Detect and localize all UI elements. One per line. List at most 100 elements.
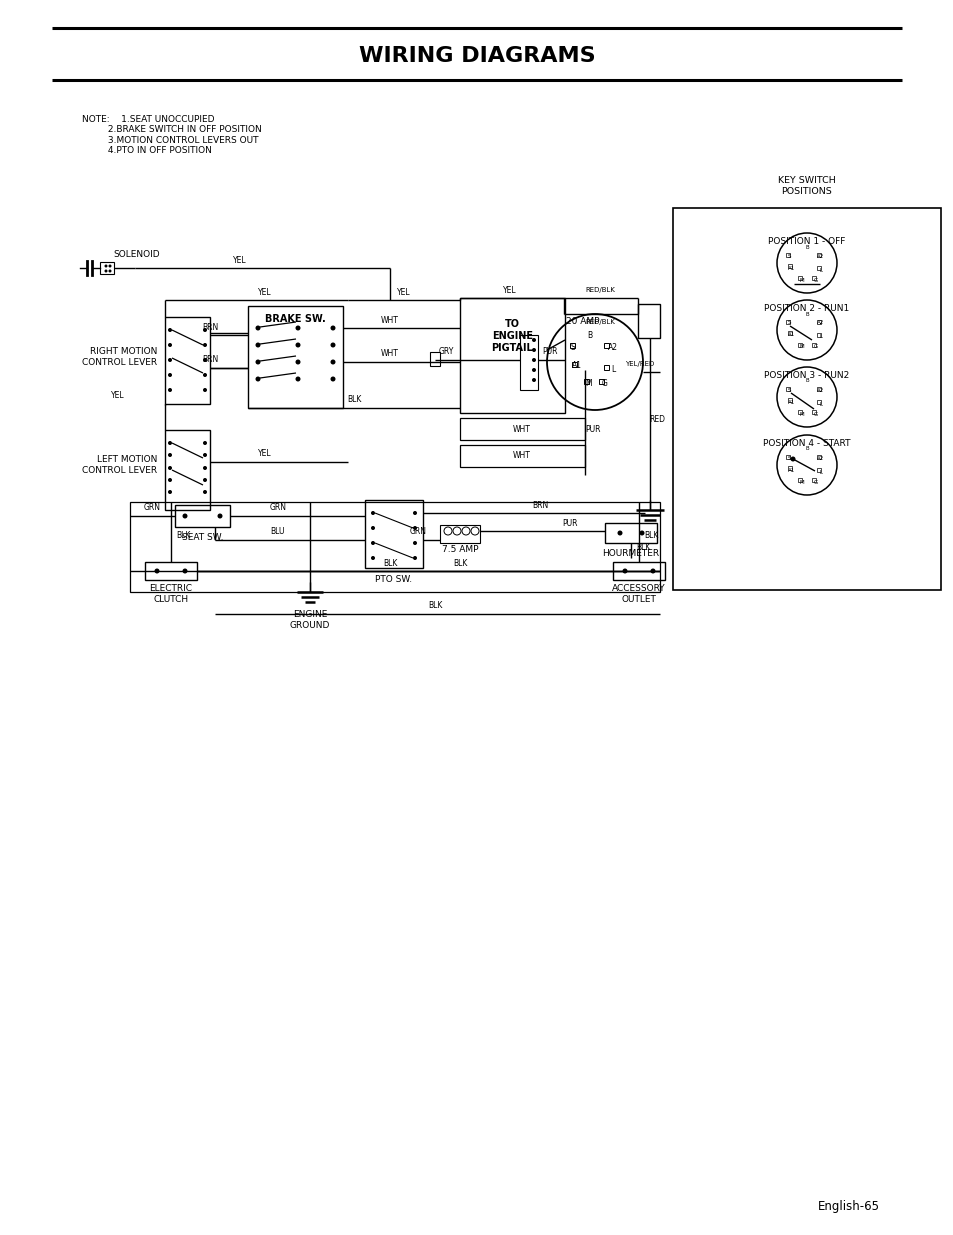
Circle shape (182, 568, 188, 573)
Text: G: G (813, 345, 818, 350)
Bar (816, 468, 821, 472)
Bar (816, 400, 821, 404)
Bar (130, 501, 659, 592)
Text: S: S (786, 456, 790, 461)
Text: S: S (786, 388, 790, 393)
Text: A2: A2 (817, 253, 823, 258)
Bar (174, 505, 230, 527)
Bar (797, 343, 801, 347)
Bar (519, 335, 537, 390)
Text: BLK: BLK (382, 558, 396, 568)
Text: GRN: GRN (143, 504, 160, 513)
Circle shape (203, 358, 207, 362)
Text: L: L (819, 335, 821, 340)
Text: WHT: WHT (380, 315, 398, 325)
Text: A2: A2 (607, 343, 618, 352)
Bar (365, 500, 422, 568)
Bar (613, 562, 664, 580)
Text: G: G (813, 278, 818, 283)
Bar (797, 275, 801, 280)
Bar (785, 320, 789, 324)
Circle shape (413, 511, 416, 515)
Circle shape (203, 441, 207, 445)
Circle shape (168, 343, 172, 347)
Bar (787, 331, 791, 335)
Bar (672, 207, 940, 590)
Text: A1: A1 (787, 332, 795, 337)
Circle shape (413, 556, 416, 559)
Text: English-65: English-65 (817, 1200, 879, 1213)
Circle shape (203, 329, 207, 332)
Text: M: M (585, 379, 592, 389)
Circle shape (203, 490, 207, 494)
Text: POSITION 1 - OFF: POSITION 1 - OFF (767, 236, 844, 246)
Bar (248, 306, 343, 408)
Circle shape (650, 568, 655, 573)
Circle shape (168, 358, 172, 362)
Circle shape (109, 269, 112, 273)
Text: M: M (799, 345, 803, 350)
Text: HOURMETER: HOURMETER (601, 550, 659, 558)
Circle shape (109, 264, 112, 268)
Text: PUR: PUR (541, 347, 558, 357)
Circle shape (330, 377, 335, 382)
Text: M: M (799, 411, 803, 416)
Text: GRN: GRN (409, 527, 426, 536)
Text: B: B (804, 447, 808, 452)
Text: S: S (786, 253, 790, 258)
Bar (100, 262, 113, 274)
Text: YEL: YEL (258, 288, 272, 296)
Circle shape (255, 326, 260, 331)
Circle shape (154, 568, 159, 573)
Circle shape (203, 453, 207, 457)
Circle shape (168, 490, 172, 494)
Bar (785, 454, 789, 459)
Bar (570, 342, 575, 347)
Text: PUR: PUR (561, 519, 578, 527)
Text: A1: A1 (787, 399, 795, 405)
Text: B: B (587, 331, 592, 341)
Text: ENGINE
GROUND: ENGINE GROUND (290, 610, 330, 630)
Text: PTO SW.: PTO SW. (375, 574, 412, 583)
Text: L: L (610, 366, 615, 374)
Circle shape (105, 264, 108, 268)
Text: TO
ENGINE
PIGTAIL: TO ENGINE PIGTAIL (491, 320, 533, 353)
Bar (816, 266, 821, 270)
Circle shape (203, 466, 207, 471)
Text: 20 AMP: 20 AMP (566, 316, 599, 326)
Bar (165, 317, 210, 404)
Bar (785, 387, 789, 391)
Circle shape (532, 348, 536, 352)
Text: GRY: GRY (437, 347, 454, 357)
Text: YEL/RED: YEL/RED (625, 361, 654, 367)
Text: BLK: BLK (427, 601, 442, 610)
Circle shape (330, 326, 335, 331)
Bar (459, 298, 564, 412)
Text: M: M (799, 278, 803, 283)
Circle shape (168, 466, 172, 471)
Circle shape (622, 568, 627, 573)
Text: A1: A1 (787, 266, 795, 270)
Text: G: G (601, 379, 607, 389)
Circle shape (168, 478, 172, 482)
Text: L: L (819, 268, 821, 273)
Circle shape (532, 358, 536, 362)
Text: BRAKE SW.: BRAKE SW. (265, 314, 326, 324)
Text: B: B (804, 245, 808, 249)
Bar (816, 454, 821, 459)
Text: YEL: YEL (258, 450, 272, 458)
Text: BLK: BLK (175, 531, 190, 540)
Text: PUR: PUR (584, 426, 600, 435)
Circle shape (105, 269, 108, 273)
Text: SEAT SW.: SEAT SW. (182, 532, 223, 541)
Text: WHT: WHT (380, 350, 398, 358)
Text: KEY SWITCH
POSITIONS: KEY SWITCH POSITIONS (778, 177, 835, 195)
Text: LEFT MOTION
CONTROL LEVER: LEFT MOTION CONTROL LEVER (82, 456, 157, 474)
Bar (816, 253, 821, 257)
Text: L: L (819, 401, 821, 406)
Circle shape (168, 329, 172, 332)
Text: S: S (786, 321, 790, 326)
Bar (816, 320, 821, 324)
Circle shape (217, 514, 222, 519)
Circle shape (203, 343, 207, 347)
